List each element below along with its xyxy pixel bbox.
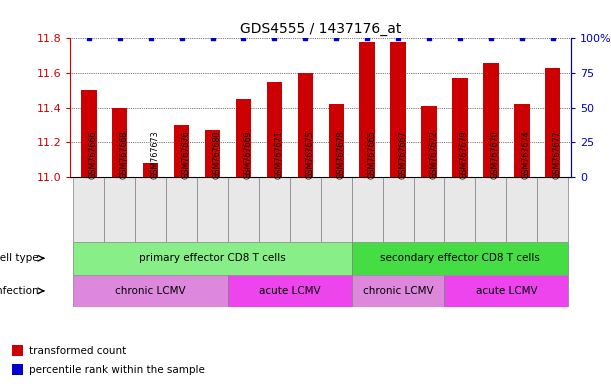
Bar — [228, 177, 259, 242]
Text: acute LCMV: acute LCMV — [259, 286, 321, 296]
Bar — [545, 68, 560, 177]
Bar — [228, 275, 352, 307]
Point — [208, 35, 218, 41]
Point — [177, 35, 186, 41]
Text: GSM767680: GSM767680 — [213, 130, 222, 179]
Bar — [329, 104, 344, 177]
Bar — [414, 177, 444, 242]
Bar — [422, 106, 437, 177]
Bar — [537, 177, 568, 242]
Bar — [444, 275, 568, 307]
Bar — [259, 177, 290, 242]
Bar — [352, 242, 568, 275]
Point — [84, 35, 93, 41]
Text: GSM767676: GSM767676 — [181, 130, 191, 179]
Bar — [382, 177, 414, 242]
Text: GSM767678: GSM767678 — [336, 130, 345, 179]
Bar — [444, 177, 475, 242]
Bar — [359, 42, 375, 177]
Bar — [12, 345, 23, 356]
Bar — [352, 177, 382, 242]
Text: GSM767673: GSM767673 — [151, 130, 159, 179]
Title: GDS4555 / 1437176_at: GDS4555 / 1437176_at — [240, 22, 401, 36]
Text: secondary effector CD8 T cells: secondary effector CD8 T cells — [380, 253, 540, 263]
Text: GSM767668: GSM767668 — [120, 130, 129, 179]
Point — [455, 35, 465, 41]
Text: GSM767670: GSM767670 — [491, 130, 500, 179]
Bar — [290, 177, 321, 242]
Point — [301, 35, 310, 41]
Bar — [352, 275, 444, 307]
Bar — [143, 163, 158, 177]
Point — [517, 35, 527, 41]
Bar — [104, 177, 135, 242]
Text: GSM767679: GSM767679 — [460, 130, 469, 179]
Bar — [73, 275, 228, 307]
Text: GSM767672: GSM767672 — [429, 130, 438, 179]
Bar — [197, 177, 228, 242]
Point — [269, 35, 279, 41]
Point — [424, 35, 434, 41]
Bar — [205, 130, 220, 177]
Text: cell type: cell type — [0, 253, 38, 263]
Text: GSM767677: GSM767677 — [553, 130, 562, 179]
Bar — [483, 63, 499, 177]
Bar — [321, 177, 352, 242]
Text: GSM767674: GSM767674 — [522, 130, 531, 179]
Text: transformed count: transformed count — [29, 346, 126, 356]
Text: GSM767675: GSM767675 — [306, 130, 314, 179]
Bar — [174, 125, 189, 177]
Bar — [266, 81, 282, 177]
Point — [331, 35, 341, 41]
Text: infection: infection — [0, 286, 38, 296]
Text: GSM767669: GSM767669 — [243, 130, 252, 179]
Point — [238, 35, 248, 41]
Bar — [514, 104, 530, 177]
Bar — [81, 90, 97, 177]
Bar — [507, 177, 537, 242]
Text: GSM767671: GSM767671 — [274, 130, 284, 179]
Point — [548, 35, 558, 41]
Bar — [390, 42, 406, 177]
Bar — [236, 99, 251, 177]
Bar — [135, 177, 166, 242]
Text: GSM767667: GSM767667 — [398, 130, 407, 179]
Point — [393, 35, 403, 41]
Point — [486, 35, 496, 41]
Point — [115, 35, 125, 41]
Point — [146, 35, 156, 41]
Text: percentile rank within the sample: percentile rank within the sample — [29, 365, 205, 375]
Bar — [12, 364, 23, 375]
Bar — [475, 177, 507, 242]
Point — [362, 35, 372, 41]
Bar — [298, 73, 313, 177]
Text: acute LCMV: acute LCMV — [475, 286, 537, 296]
Text: chronic LCMV: chronic LCMV — [115, 286, 186, 296]
Text: GSM767665: GSM767665 — [367, 130, 376, 179]
Text: chronic LCMV: chronic LCMV — [363, 286, 433, 296]
Bar — [166, 177, 197, 242]
Bar — [73, 242, 352, 275]
Text: primary effector CD8 T cells: primary effector CD8 T cells — [139, 253, 286, 263]
Bar — [73, 177, 104, 242]
Text: GSM767666: GSM767666 — [89, 130, 98, 179]
Bar — [112, 108, 128, 177]
Bar — [452, 78, 467, 177]
